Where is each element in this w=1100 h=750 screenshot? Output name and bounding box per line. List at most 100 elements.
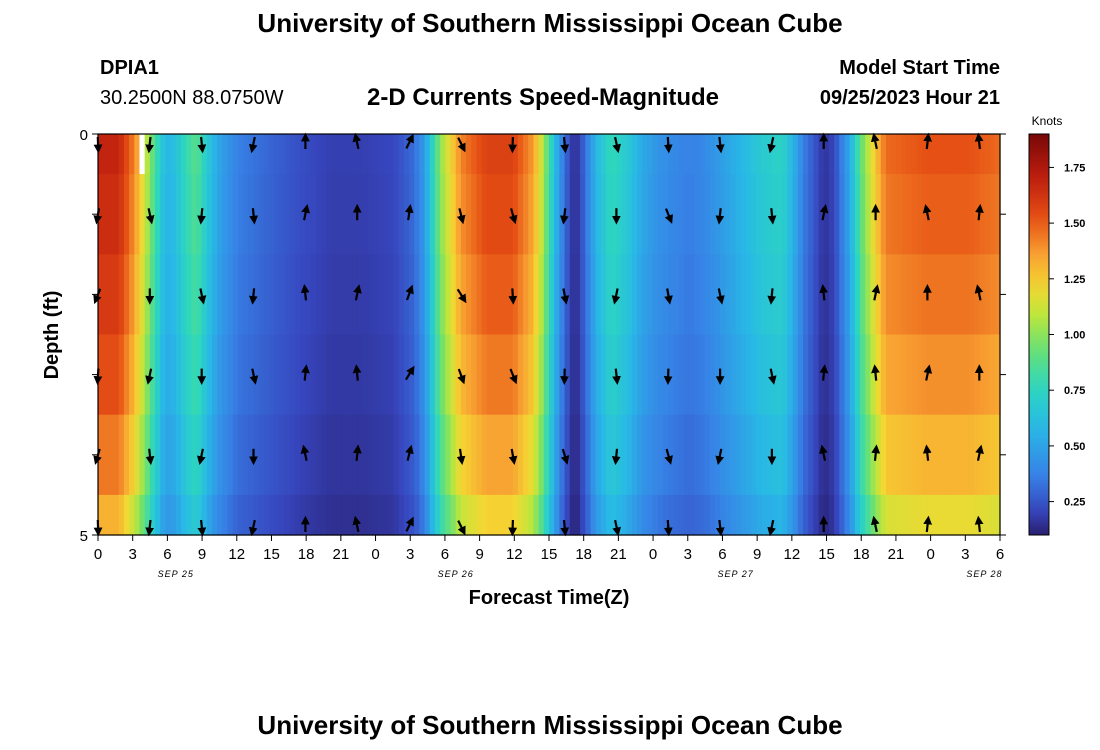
heatmap-cell — [631, 334, 638, 416]
heatmap-cell — [885, 134, 892, 175]
heatmap-cell — [388, 134, 395, 175]
heatmap-cell — [678, 134, 685, 175]
heatmap-cell — [818, 334, 825, 416]
heatmap-cell — [704, 254, 711, 336]
heatmap-cell — [212, 254, 218, 336]
heatmap-cell — [823, 414, 830, 496]
heatmap-cell — [352, 414, 358, 496]
heatmap-cell — [419, 134, 426, 175]
heatmap-cell — [673, 494, 680, 536]
heatmap-cell — [512, 494, 519, 536]
heatmap-cell — [149, 414, 156, 496]
heatmap-cell — [745, 174, 752, 255]
heatmap-cell — [217, 254, 224, 336]
heatmap-cell — [875, 174, 882, 255]
heatmap-cell — [725, 134, 732, 175]
heatmap-cell — [616, 254, 623, 336]
heatmap-cell — [113, 174, 120, 255]
current-arrow — [923, 364, 933, 381]
heatmap-cell — [647, 334, 654, 416]
heatmap-cell — [263, 134, 270, 175]
heatmap-cell — [279, 334, 286, 416]
heatmap-cell — [243, 254, 249, 336]
heatmap-cell — [206, 334, 213, 416]
current-arrow — [612, 136, 621, 154]
heatmap-cell — [611, 134, 617, 175]
heatmap-cell — [263, 174, 270, 255]
heatmap-cell — [911, 254, 918, 336]
heatmap-cell — [569, 494, 576, 536]
heatmap-cell — [414, 334, 420, 416]
heatmap-cell — [720, 134, 726, 175]
heatmap-cell — [963, 134, 970, 175]
heatmap-cell — [911, 494, 918, 536]
heatmap-cell — [564, 174, 571, 255]
heatmap-cell — [709, 134, 716, 175]
heatmap-cell — [398, 174, 405, 255]
heatmap-cell — [942, 174, 949, 255]
heatmap-cell — [813, 174, 820, 255]
heatmap-cell — [647, 134, 654, 175]
heatmap-cell — [507, 494, 514, 536]
heatmap-cell — [740, 254, 747, 336]
heatmap-cell — [134, 254, 141, 336]
heatmap-cell — [160, 414, 166, 496]
heatmap-cell — [155, 254, 161, 336]
heatmap-cell — [839, 134, 846, 175]
heatmap-cell — [170, 414, 177, 496]
heatmap-cell — [450, 174, 457, 255]
y-tick-label: 5 — [80, 528, 88, 545]
current-arrow — [145, 368, 154, 385]
heatmap-cell — [663, 334, 669, 416]
heatmap-cell — [144, 174, 151, 255]
heatmap-cell — [362, 254, 369, 336]
heatmap-cell — [937, 414, 944, 496]
heatmap-cell — [994, 414, 1001, 496]
heatmap-cell — [797, 174, 804, 255]
current-arrow — [249, 208, 259, 225]
heatmap-cell — [388, 254, 395, 336]
heatmap-cell — [875, 494, 882, 536]
heatmap-cell — [937, 334, 944, 416]
heatmap-cell — [891, 254, 897, 336]
x-tick-label: 3 — [684, 546, 692, 563]
heatmap-cell — [574, 414, 581, 496]
heatmap-cell — [803, 414, 809, 496]
heatmap-cell — [756, 134, 763, 175]
heatmap-cell — [118, 174, 125, 255]
heatmap-cell — [98, 334, 104, 416]
heatmap-cell — [502, 494, 509, 536]
x-tick-label: 9 — [198, 546, 206, 563]
heatmap-cell — [745, 334, 752, 416]
heatmap-cell — [699, 254, 706, 336]
date-label: SEP 26 — [438, 569, 474, 579]
heatmap-cell — [984, 494, 991, 536]
heatmap-cell — [891, 414, 897, 496]
heatmap-cell — [222, 174, 229, 255]
heatmap-cell — [860, 414, 866, 496]
heatmap-cell — [714, 254, 721, 336]
current-arrow — [248, 136, 258, 154]
heatmap-cell — [963, 414, 970, 496]
heatmap-cell — [870, 334, 877, 416]
heatmap-cell — [968, 414, 975, 496]
heatmap-cell — [352, 494, 358, 536]
heatmap-cell — [149, 134, 156, 175]
heatmap-cell — [258, 494, 265, 536]
heatmap-cell — [870, 494, 877, 536]
heatmap-cell — [155, 494, 161, 536]
heatmap-cell — [668, 254, 675, 336]
heatmap-cell — [289, 254, 296, 336]
heatmap-cell — [771, 254, 778, 336]
heatmap-cell — [367, 414, 374, 496]
heatmap-cell — [642, 334, 649, 416]
heatmap-cell — [751, 134, 757, 175]
heatmap-cell — [217, 414, 224, 496]
heatmap-cell — [377, 134, 384, 175]
heatmap-cell — [989, 494, 996, 536]
heatmap-cell — [502, 414, 509, 496]
heatmap-cell — [279, 134, 286, 175]
heatmap-cell — [357, 254, 363, 336]
heatmap-cell — [797, 414, 804, 496]
heatmap-cell — [165, 494, 172, 536]
